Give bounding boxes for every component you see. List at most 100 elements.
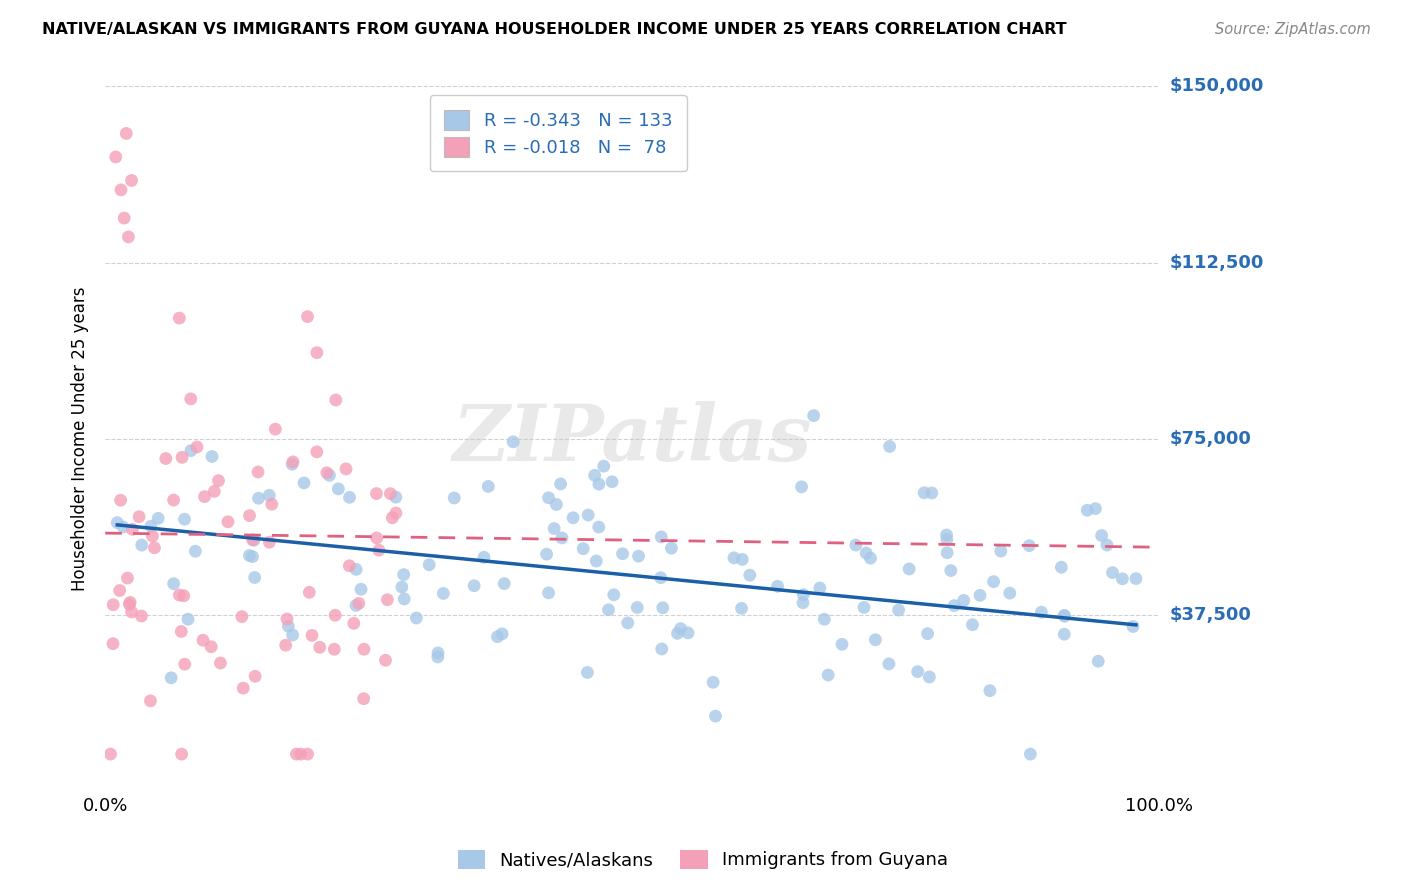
Point xyxy=(592,459,614,474)
Point xyxy=(626,600,648,615)
Point xyxy=(650,530,672,544)
Point xyxy=(238,508,260,523)
Text: NATIVE/ALASKAN VS IMMIGRANTS FROM GUYANA HOUSEHOLDER INCOME UNDER 25 YEARS CORRE: NATIVE/ALASKAN VS IMMIGRANTS FROM GUYANA… xyxy=(42,22,1067,37)
Point xyxy=(898,562,921,576)
Point xyxy=(298,585,321,599)
Point xyxy=(730,601,752,615)
Point xyxy=(281,457,304,471)
Point xyxy=(337,558,360,573)
Point xyxy=(576,508,599,522)
Point xyxy=(808,581,831,595)
Text: $150,000: $150,000 xyxy=(1170,78,1264,95)
Point xyxy=(217,515,239,529)
Y-axis label: Householder Income Under 25 years: Householder Income Under 25 years xyxy=(72,287,89,591)
Point xyxy=(731,552,754,566)
Point xyxy=(865,632,887,647)
Point xyxy=(877,657,900,671)
Point xyxy=(494,576,516,591)
Point xyxy=(543,522,565,536)
Point xyxy=(170,747,193,761)
Point xyxy=(297,747,319,761)
Point xyxy=(1084,501,1107,516)
Point xyxy=(879,439,901,453)
Point xyxy=(918,670,941,684)
Point xyxy=(952,593,974,607)
Point xyxy=(112,520,135,534)
Point xyxy=(366,486,388,500)
Point xyxy=(1019,747,1042,761)
Point xyxy=(101,637,124,651)
Point xyxy=(792,596,814,610)
Point xyxy=(380,486,402,500)
Point xyxy=(374,653,396,667)
Point xyxy=(588,477,610,491)
Point xyxy=(385,490,408,504)
Point xyxy=(666,626,689,640)
Point xyxy=(207,474,229,488)
Point xyxy=(110,183,132,197)
Point xyxy=(1076,503,1098,517)
Point xyxy=(232,681,254,695)
Point xyxy=(323,642,346,657)
Point xyxy=(350,582,373,597)
Point xyxy=(391,580,413,594)
Point xyxy=(936,533,959,547)
Point xyxy=(121,173,143,187)
Point xyxy=(146,511,169,525)
Point xyxy=(202,484,225,499)
Legend: R = -0.343   N = 133, R = -0.018   N =  78: R = -0.343 N = 133, R = -0.018 N = 78 xyxy=(430,95,688,171)
Point xyxy=(1053,608,1076,623)
Point xyxy=(170,450,193,465)
Point xyxy=(650,571,672,585)
Point xyxy=(463,579,485,593)
Point xyxy=(139,694,162,708)
Point xyxy=(353,691,375,706)
Point xyxy=(1095,538,1118,552)
Point xyxy=(598,603,620,617)
Point xyxy=(193,490,215,504)
Point xyxy=(264,422,287,436)
Point xyxy=(118,597,141,611)
Point xyxy=(1125,572,1147,586)
Point xyxy=(669,622,692,636)
Point xyxy=(201,450,224,464)
Text: $37,500: $37,500 xyxy=(1170,607,1251,624)
Point xyxy=(551,531,574,545)
Point xyxy=(502,434,524,449)
Point xyxy=(627,549,650,563)
Point xyxy=(426,646,449,660)
Point xyxy=(572,541,595,556)
Text: $75,000: $75,000 xyxy=(1170,430,1251,448)
Point xyxy=(723,550,745,565)
Point xyxy=(328,482,350,496)
Point xyxy=(247,465,270,479)
Point xyxy=(1091,528,1114,542)
Point xyxy=(912,485,935,500)
Text: Source: ZipAtlas.com: Source: ZipAtlas.com xyxy=(1215,22,1371,37)
Point xyxy=(100,747,122,761)
Point xyxy=(121,605,143,619)
Point xyxy=(616,615,638,630)
Point xyxy=(1111,572,1133,586)
Point xyxy=(104,150,127,164)
Point xyxy=(141,529,163,543)
Point xyxy=(305,345,328,359)
Point xyxy=(243,570,266,584)
Point xyxy=(242,533,264,547)
Point xyxy=(274,638,297,652)
Point xyxy=(1050,560,1073,574)
Point xyxy=(418,558,440,572)
Point xyxy=(169,311,191,326)
Point xyxy=(1087,654,1109,668)
Point xyxy=(366,531,388,545)
Text: ZIPatlas: ZIPatlas xyxy=(453,401,811,477)
Point xyxy=(231,609,253,624)
Point xyxy=(766,579,789,593)
Point xyxy=(180,443,202,458)
Point xyxy=(1122,619,1144,633)
Point xyxy=(1018,539,1040,553)
Point xyxy=(491,627,513,641)
Point xyxy=(405,611,427,625)
Point xyxy=(155,451,177,466)
Point xyxy=(855,546,877,560)
